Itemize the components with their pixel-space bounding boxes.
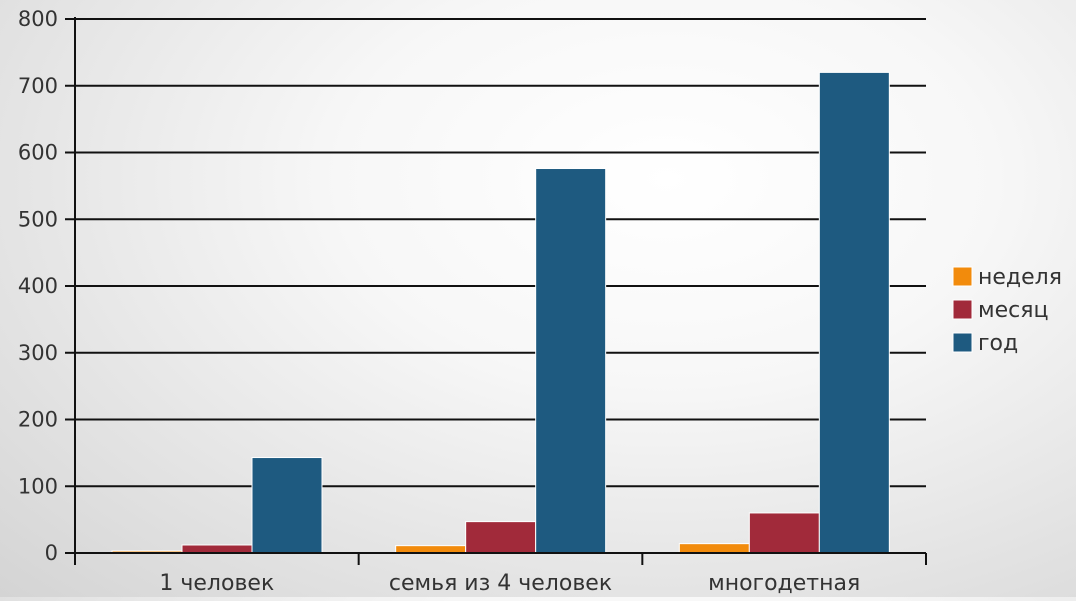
bar-год-0 — [251, 457, 323, 554]
legend-label: месяц — [978, 298, 1048, 323]
bars — [111, 71, 890, 554]
y-tick-label: 0 — [45, 541, 58, 565]
bar-месяц-0 — [181, 544, 253, 554]
y-tick-label: 100 — [18, 474, 58, 498]
bar-год-1 — [535, 168, 607, 554]
legend: неделя месяц год — [952, 265, 1062, 356]
y-tick-label: 400 — [18, 274, 58, 298]
y-tick-label: 600 — [18, 141, 58, 165]
y-tick-label: 300 — [18, 341, 58, 365]
x-category-label: многодетная — [708, 571, 860, 596]
bar-неделя-1 — [395, 545, 467, 554]
bar-неделя-2 — [678, 543, 750, 554]
bar-месяц-1 — [465, 521, 537, 554]
x-category-label: 1 человек — [159, 571, 274, 596]
legend-label: год — [978, 331, 1018, 356]
bar-месяц-2 — [748, 512, 820, 554]
y-tick-label: 800 — [18, 7, 58, 31]
y-tick-label: 700 — [18, 74, 58, 98]
legend-label: неделя — [978, 265, 1062, 290]
y-tick-label: 200 — [18, 408, 58, 432]
bar-год-2 — [818, 71, 890, 554]
legend-swatch-неделя — [952, 266, 973, 287]
legend-swatch-месяц — [952, 299, 973, 320]
gridlines — [75, 18, 926, 488]
y-tick-label: 500 — [18, 207, 58, 231]
axes: 0 100 200 300 400 500 600 700 800 1 человек семья … — [18, 7, 927, 596]
legend-swatch-год — [952, 332, 973, 353]
x-category-label: семья из 4 человек — [389, 571, 612, 596]
